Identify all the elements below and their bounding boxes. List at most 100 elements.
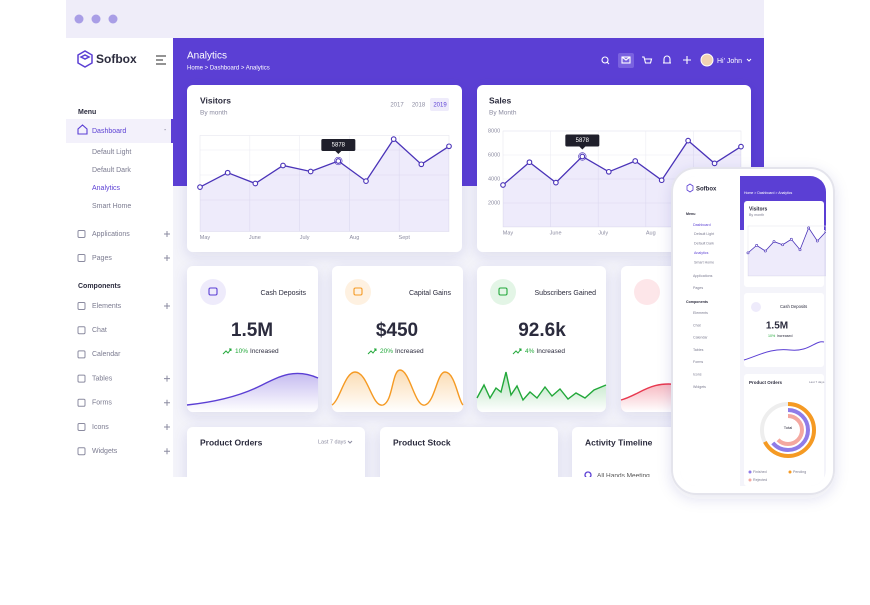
point [363,178,369,184]
point [526,159,533,166]
sidebar [66,38,173,477]
icon [77,447,86,456]
nav-subitem[interactable]: Analytics [92,185,121,192]
line-area [748,227,826,276]
point [446,143,452,150]
phone: Sofbox Home > Dashboard > Analytics Visi… [671,167,835,495]
greeting[interactable]: Hi' John [717,58,742,65]
donut-ring [760,402,816,458]
expand[interactable] [164,375,170,382]
nav-item[interactable]: Elements [92,303,122,310]
nav-item[interactable]: Forms [92,400,112,407]
expand[interactable] [164,303,170,309]
point [815,239,819,243]
stat-change-label: Increased [250,348,279,355]
phone-nav-item: Forms [693,360,703,364]
expand[interactable] [164,399,170,406]
nav-item[interactable]: Widgets [92,448,118,455]
point [390,136,397,142]
y-tick-label: 8000 [488,128,500,134]
y-tick-label: 6000 [488,152,500,158]
nav-item[interactable]: Applications [92,231,130,238]
expand[interactable] [164,424,170,430]
avatar[interactable] [700,53,714,67]
stat-title: Capital Gains [409,290,452,297]
brand: Sofbox [96,52,137,66]
point [632,158,639,164]
phone-nav-item: Menu [686,212,695,216]
browser-window: Sofbox Menu Dashboard - Components Defau… [66,0,764,477]
card-title: Product Stock [393,437,451,447]
breadcrumb[interactable]: Home > Dashboard > Analytics [187,66,270,72]
sparkline-area [621,383,680,412]
nav-subitem[interactable]: Default Dark [92,167,131,174]
y-tick-label: 2000 [488,200,500,206]
stat-icon-glyph [498,287,508,296]
phone-nav-item: Analytics [694,251,709,255]
point [307,168,314,175]
x-tick-label: June [550,230,562,236]
stat-title: Cash Deposits [780,304,807,309]
nav-item[interactable]: Chat [92,327,107,334]
stat-change-label: Increased [777,334,793,338]
point [711,160,718,167]
nav-item[interactable]: Calendar [92,351,121,358]
year-tab[interactable]: 2017 [390,103,404,109]
collapse[interactable]: - [164,127,167,134]
phone-nav-item: Components [686,300,708,304]
icon [77,374,86,383]
card-subtitle: By month [749,213,764,217]
phone-nav-item: Icons [693,372,702,376]
header-icons [601,53,691,68]
nav-subitem[interactable]: Default Light [92,149,131,156]
range-select[interactable]: Last 7 days [318,439,346,445]
expand[interactable] [164,448,170,455]
point [418,161,425,168]
point [605,168,612,175]
expand[interactable] [164,231,170,237]
stat-value: $450 [376,320,418,341]
donut-ring [772,414,804,446]
line-area [200,139,449,232]
active-row [66,119,173,143]
point [772,240,776,244]
phone-nav-item: Chat [693,323,701,327]
point [280,162,286,169]
x-tick-label: May [200,235,211,241]
point [579,153,586,160]
line [502,139,742,186]
expand[interactable] [164,255,170,261]
card [187,427,365,477]
point [197,184,203,190]
point [781,243,785,247]
menu-toggle[interactable] [156,55,166,65]
card-title: Activity Timeline [585,437,653,447]
nav-item[interactable]: Pages [92,255,112,262]
year-tab[interactable]: 2018 [412,103,426,109]
phone-nav-item: Smart Home [694,260,714,264]
window-dot [91,14,101,24]
icon [77,423,86,431]
nav-subitem[interactable]: Smart Home [92,203,131,210]
icon [77,254,86,262]
card-subtitle: By month [200,110,228,117]
nav-item[interactable]: Icons [92,424,109,431]
year-tab[interactable]: 2019 [433,103,447,109]
legend-swatch [748,470,752,474]
active-bar [171,119,173,143]
tooltip-value: 5878 [576,138,590,144]
plot-area [747,225,826,277]
card-title: Visitors [200,95,231,105]
nav-item[interactable]: Dashboard [92,128,126,135]
phone-nav-item: Dashboard [693,223,711,227]
nav-item[interactable]: Tables [92,375,113,382]
icon [77,124,88,135]
x-tick-label: Aug [646,230,656,236]
x-tick-label: Sept [399,235,411,241]
chevron [746,58,752,62]
point-highlight [578,152,587,161]
legend-label: Rejected [753,478,767,482]
x-tick-label: June [249,235,261,241]
stat-title: Cash Deposits [260,290,306,297]
sparkline [476,371,607,402]
